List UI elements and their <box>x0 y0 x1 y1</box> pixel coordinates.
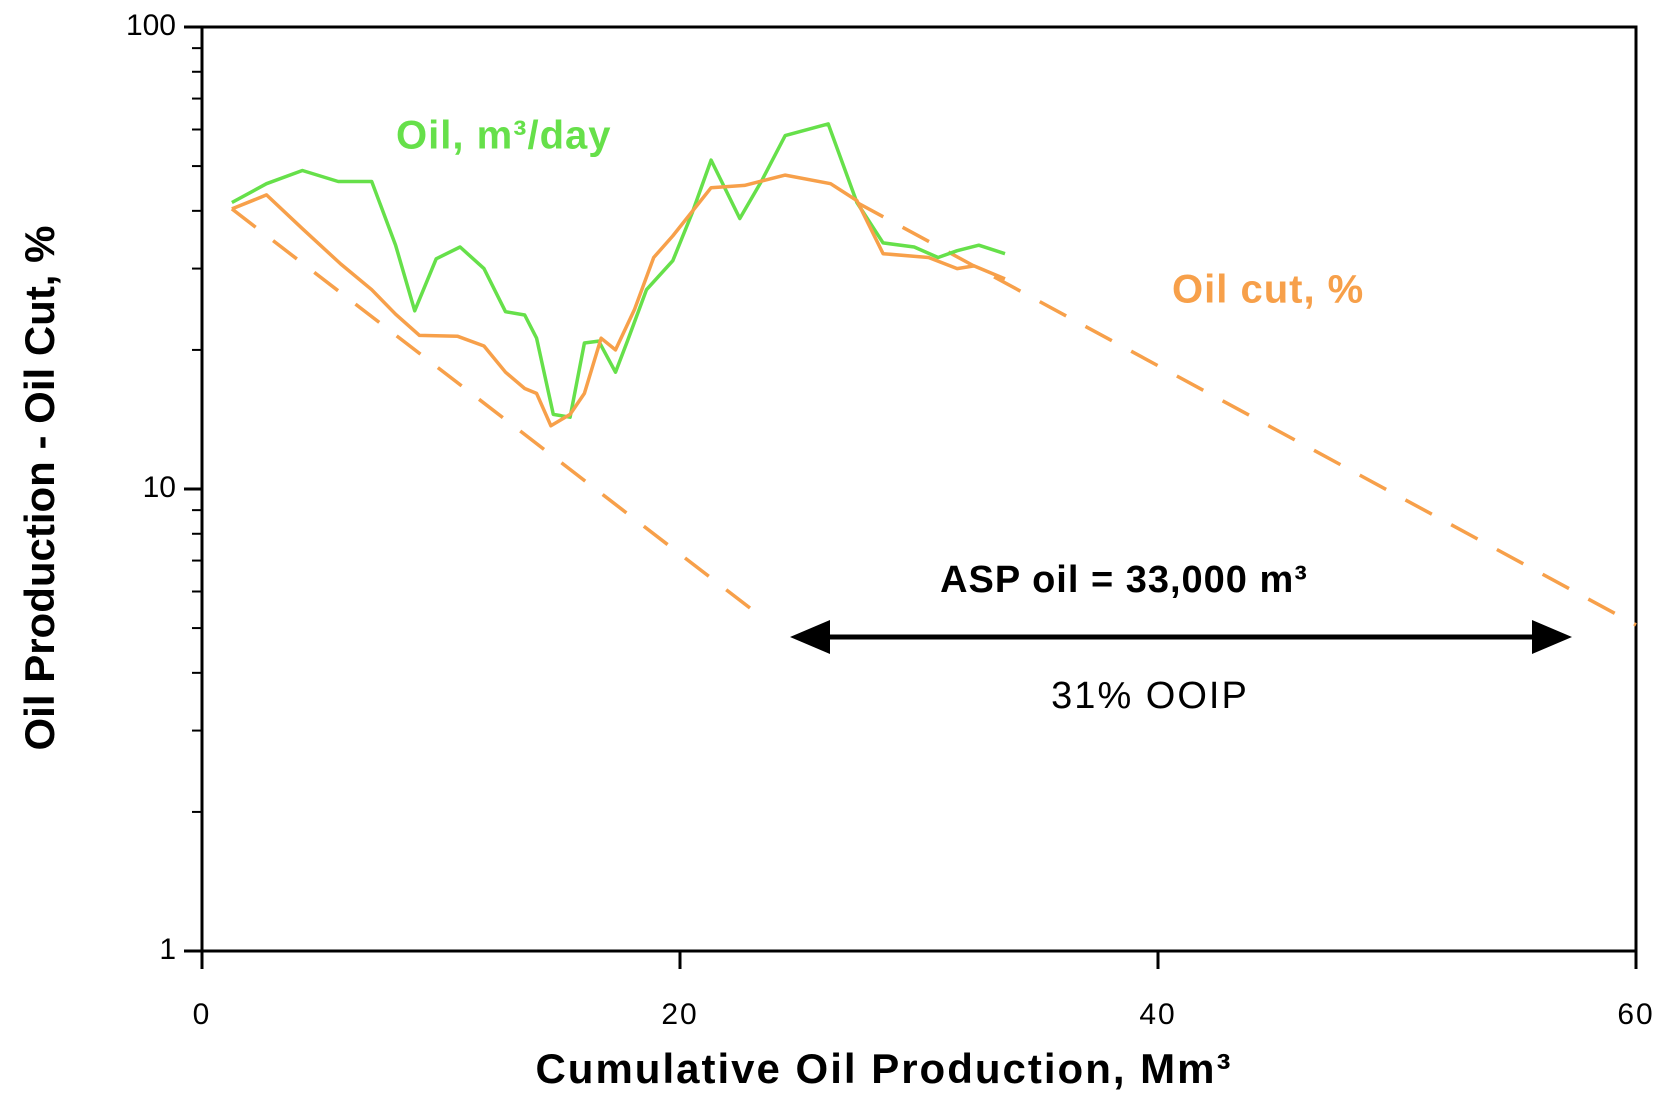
trend-line <box>856 200 1637 627</box>
series-label: Oil, m³/day <box>396 114 612 158</box>
x-tick-label: 40 <box>1139 998 1176 1031</box>
annotation: 31% OOIP <box>1051 675 1249 717</box>
arrow-head <box>1532 620 1572 654</box>
arrow-head <box>790 620 830 654</box>
annotation: ASP oil = 33,000 m³ <box>940 559 1308 601</box>
trend-line <box>230 207 756 613</box>
y-tick-label: 10 <box>143 471 176 504</box>
y-tick-label: 1 <box>159 933 176 966</box>
x-tick-label: 60 <box>1617 998 1654 1031</box>
x-axis-title: Cumulative Oil Production, Mm³ <box>535 1045 1232 1092</box>
plot-frame <box>200 25 1638 953</box>
y-tick-label: 100 <box>126 9 176 42</box>
series-line <box>231 173 1006 428</box>
y-axis-title: Oil Production - Oil Cut, % <box>16 226 63 751</box>
series-label: Oil cut, % <box>1172 268 1364 312</box>
series-line <box>231 122 1006 419</box>
x-tick-label: 20 <box>661 998 698 1031</box>
x-tick-label: 0 <box>193 998 212 1031</box>
